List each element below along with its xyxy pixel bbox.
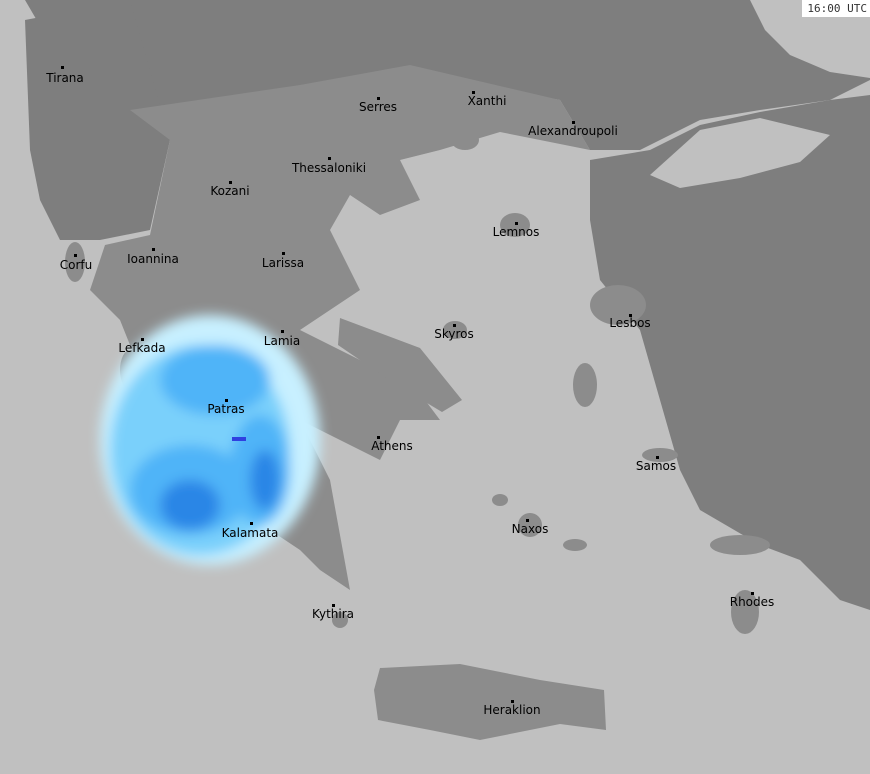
city-label-athens: Athens	[371, 439, 413, 453]
euboea	[338, 318, 462, 412]
city-dot	[74, 254, 77, 257]
city-dot	[152, 248, 155, 251]
city-dot	[751, 592, 754, 595]
city-label-heraklion: Heraklion	[483, 703, 541, 717]
radar-precipitation	[100, 315, 320, 565]
albania	[25, 0, 170, 240]
city-label-kalamata: Kalamata	[221, 526, 279, 540]
city-label-larissa: Larissa	[261, 256, 305, 270]
city-label-alexandroupoli: Alexandroupoli	[528, 124, 618, 138]
city-label-naxos: Naxos	[511, 522, 549, 536]
city-dot	[656, 456, 659, 459]
black-sea	[750, 0, 870, 78]
city-dot	[377, 97, 380, 100]
city-dot	[572, 121, 575, 124]
city-label-lamia: Lamia	[263, 334, 301, 348]
city-dot	[629, 314, 632, 317]
city-dot	[511, 700, 514, 703]
city-dot	[61, 66, 64, 69]
city-label-ioannina: Ioannina	[127, 252, 179, 266]
city-label-patras: Patras	[207, 402, 245, 416]
city-dot	[250, 522, 253, 525]
city-label-lesbos: Lesbos	[609, 316, 651, 330]
timestamp-label: 16:00 UTC	[802, 0, 870, 17]
city-label-kozani: Kozani	[210, 184, 250, 198]
city-dot	[328, 157, 331, 160]
city-label-thessaloniki: Thessaloniki	[291, 161, 367, 175]
city-dot	[515, 222, 518, 225]
city-label-lefkada: Lefkada	[118, 341, 166, 355]
city-dot	[453, 324, 456, 327]
city-label-xanthi: Xanthi	[467, 94, 507, 108]
rain-intense-cell	[232, 437, 246, 441]
city-dot	[281, 330, 284, 333]
city-label-skyros: Skyros	[434, 327, 474, 341]
turkey	[590, 95, 870, 610]
city-label-samos: Samos	[635, 459, 677, 473]
city-label-serres: Serres	[358, 100, 398, 114]
city-dot	[472, 91, 475, 94]
city-label-tirana: Tirana	[46, 71, 84, 85]
city-dot	[225, 399, 228, 402]
city-dot	[526, 519, 529, 522]
city-label-kythira: Kythira	[311, 607, 355, 621]
city-label-corfu: Corfu	[59, 258, 93, 272]
city-dot	[377, 436, 380, 439]
crete	[374, 664, 606, 740]
islands	[65, 130, 770, 634]
city-dot	[141, 338, 144, 341]
city-dot	[282, 252, 285, 255]
city-label-lemnos: Lemnos	[492, 225, 540, 239]
city-dot	[229, 181, 232, 184]
city-dot	[332, 604, 335, 607]
city-label-rhodes: Rhodes	[729, 595, 775, 609]
sea-of-marmara	[650, 118, 830, 188]
